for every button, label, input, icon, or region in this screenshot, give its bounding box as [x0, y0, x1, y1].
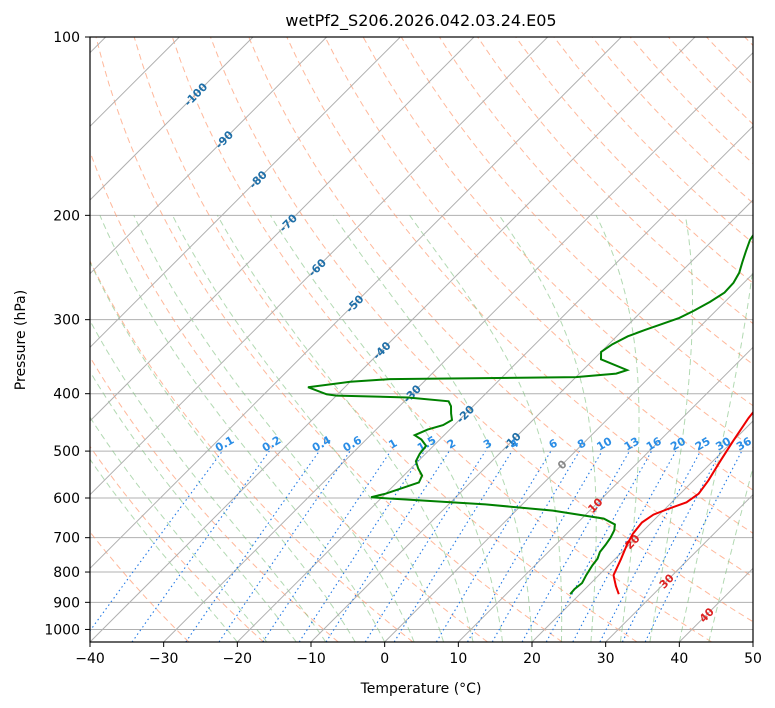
isotherm-gridline — [90, 37, 401, 349]
plot-frame — [89, 36, 754, 643]
isotherm-gridline — [384, 272, 753, 642]
x-tick-label: 40 — [670, 651, 688, 667]
moist-adiabat — [678, 264, 753, 642]
moist-adiabat — [498, 215, 597, 642]
mixing-ratio-line — [364, 450, 486, 642]
isotherm-gridline — [90, 37, 475, 422]
moist-adiabat — [595, 215, 640, 642]
isotherm-gridline — [531, 420, 753, 642]
mixing-ratio-line — [393, 450, 513, 642]
y-tick-label: 200 — [53, 208, 80, 224]
y-tick-label: 600 — [53, 491, 80, 507]
isotherm-gridline — [90, 37, 328, 275]
x-tick-label: 50 — [744, 651, 762, 667]
y-tick-label: 500 — [53, 444, 80, 460]
moist-adiabat — [216, 215, 474, 642]
dry-adiabat — [171, 37, 712, 642]
mixing-ratio-line — [435, 450, 552, 642]
dry-adiabat — [95, 37, 563, 642]
moist-adiabat — [133, 215, 415, 642]
dry-adiabat — [515, 37, 753, 284]
plot-background — [90, 37, 753, 642]
moist-adiabat — [90, 416, 268, 642]
mixing-ratio-line — [572, 450, 677, 642]
isotherm-gridline — [90, 37, 549, 496]
isotherm-gridline — [752, 641, 753, 642]
mixing-ratio-line — [218, 450, 351, 642]
moist-adiabat — [269, 215, 503, 642]
y-axis-title: Pressure (hPa) — [13, 290, 29, 390]
dry-adiabat — [133, 37, 638, 642]
mixing-ratio-line — [262, 450, 392, 642]
mixing-ratio-line — [298, 450, 425, 642]
moist-adiabat — [90, 319, 327, 642]
moist-adiabat — [90, 260, 356, 642]
moist-adiabat — [409, 215, 563, 642]
x-tick-label: −20 — [223, 651, 253, 667]
isotherm-gridline — [457, 346, 753, 642]
dry-adiabat — [286, 37, 753, 534]
x-tick-label: 30 — [597, 651, 615, 667]
moist-adiabat — [90, 370, 297, 642]
moist-adiabat — [172, 215, 445, 642]
sounding-profiles — [307, 233, 753, 595]
mixing-ratio-line — [185, 450, 320, 642]
isotherm-gridline — [90, 37, 254, 201]
y-tick-label: 1000 — [44, 622, 80, 638]
mixing-ratio-line — [599, 450, 701, 642]
x-axis-ticks: −40 −30 −20 −10 0 10 20 30 40 50 — [75, 642, 762, 667]
y-tick-label: 300 — [53, 313, 80, 329]
isotherm-gridline — [163, 51, 753, 642]
y-tick-label: 900 — [53, 595, 80, 611]
y-tick-label: 400 — [53, 387, 80, 403]
moist-adiabat — [649, 215, 693, 642]
y-tick-label: 800 — [53, 565, 80, 581]
mixing-ratio-line — [325, 450, 450, 642]
dry-adiabat — [90, 259, 414, 642]
x-tick-label: −40 — [75, 651, 105, 667]
dry-adiabat — [248, 37, 753, 578]
dry-adiabat — [324, 37, 753, 491]
dry-adiabat — [90, 445, 264, 642]
isotherm-gridline — [90, 37, 622, 570]
isotherm-gridline — [90, 37, 696, 642]
isotherm-gridline — [236, 125, 753, 642]
mixing-ratio-label: 36 — [734, 434, 754, 453]
x-tick-label: −10 — [296, 651, 326, 667]
isotherm-gridline — [310, 199, 753, 642]
y-tick-label: 700 — [53, 531, 80, 547]
moist-adiabat — [90, 458, 238, 642]
x-tick-label: 0 — [380, 651, 389, 667]
moist-adiabat — [333, 215, 533, 642]
x-tick-label: −30 — [149, 651, 179, 667]
x-tick-label: 20 — [523, 651, 541, 667]
y-tick-label: 100 — [53, 30, 80, 46]
x-tick-label: 10 — [449, 651, 467, 667]
background-lines — [90, 37, 753, 642]
y-axis-ticks: 100 200 300 400 500 600 700 800 900 1000 — [44, 30, 90, 638]
x-axis-title: Temperature (°C) — [360, 681, 482, 697]
dewpoint-profile-line — [307, 233, 753, 595]
temperature-profile-line — [612, 410, 753, 595]
chart-title: wetPf2_S206.2026.042.03.24.E05 — [285, 11, 556, 31]
dry-adiabat — [210, 37, 753, 623]
mixing-ratio-line — [467, 450, 580, 642]
moist-adiabat — [99, 215, 386, 642]
isotherm-gridline — [605, 493, 753, 642]
